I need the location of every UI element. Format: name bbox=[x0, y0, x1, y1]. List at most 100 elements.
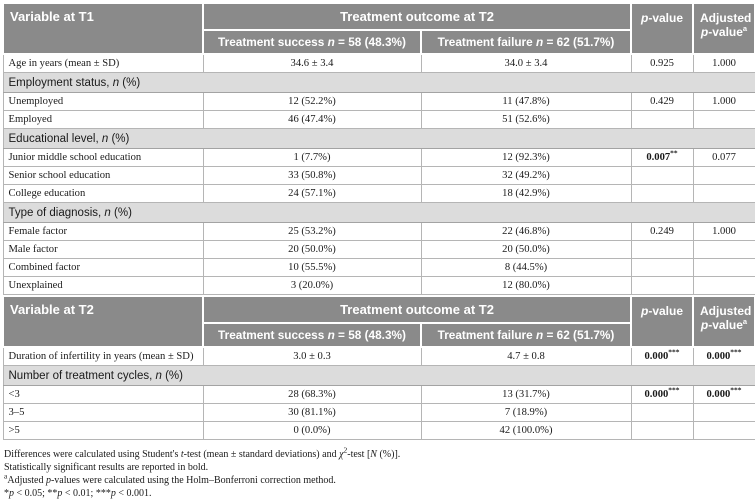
text-part: n bbox=[112, 76, 120, 89]
text-part: -values were calculated using the Holm–B… bbox=[50, 475, 336, 486]
text-part: = 58 (48.3%) bbox=[334, 328, 406, 342]
section-row-treatment-cycles: Number of treatment cycles, n (%) bbox=[2, 365, 755, 386]
section-row-diagnosis: Type of diagnosis, n (%) bbox=[2, 202, 755, 223]
adjusted-p-value bbox=[692, 110, 755, 129]
text-part: -test [ bbox=[347, 449, 371, 460]
success-value: 30 (81.1%) bbox=[202, 403, 422, 422]
text-part: = 58 (48.3%) bbox=[334, 35, 406, 49]
success-value: 20 (50.0%) bbox=[202, 240, 422, 259]
text-part: (%)]. bbox=[376, 449, 401, 460]
success-value: 3.0 ± 0.3 bbox=[202, 346, 422, 366]
text-part: 0.000 bbox=[644, 389, 669, 400]
text-part: n bbox=[101, 132, 109, 145]
text-part: N bbox=[370, 449, 377, 460]
row-label: Employed bbox=[2, 110, 204, 129]
t1-pvalue-header: p-value bbox=[630, 2, 694, 55]
text-part: Treatment success bbox=[218, 35, 328, 49]
table-row-college: College education 24 (57.1%) 18 (42.9%) bbox=[2, 184, 755, 203]
adjusted-p-value bbox=[692, 403, 755, 422]
table-row-junior-middle: Junior middle school education 1 (7.7%) … bbox=[2, 148, 755, 167]
failure-value: 12 (92.3%) bbox=[420, 148, 632, 167]
text-part: χ bbox=[339, 449, 344, 460]
row-label: Senior school education bbox=[2, 166, 204, 185]
p-value bbox=[630, 258, 694, 277]
t1-adjusted-pvalue-header: Adjusted p-valuea bbox=[692, 2, 755, 55]
table-footnotes: Differences were calculated using Studen… bbox=[4, 445, 754, 500]
failure-value: 22 (46.8%) bbox=[420, 222, 632, 241]
success-value: 25 (53.2%) bbox=[202, 222, 422, 241]
table-row-unexplained: Unexplained 3 (20.0%) 12 (80.0%) bbox=[2, 276, 755, 295]
p-value bbox=[630, 110, 694, 129]
text-part: Employment status, bbox=[8, 76, 113, 89]
p-value: 0.429 bbox=[630, 92, 694, 111]
text-part: p bbox=[640, 11, 649, 25]
row-label: Junior middle school education bbox=[2, 148, 204, 167]
table-row-employed: Employed 46 (47.4%) 51 (52.6%) bbox=[2, 110, 755, 129]
text-part: < 0.05; ** bbox=[14, 488, 58, 499]
p-value bbox=[630, 166, 694, 185]
section-label: Number of treatment cycles, n (%) bbox=[2, 365, 755, 386]
footnote-bold: Statistically significant results are re… bbox=[4, 461, 754, 474]
text-part: 0.000 bbox=[644, 351, 669, 362]
text-part: Adjusted bbox=[700, 304, 752, 318]
p-value: 0.007** bbox=[630, 148, 694, 167]
adjusted-p-value: 1.000 bbox=[692, 222, 755, 241]
text-part: = 62 (51.7%) bbox=[543, 35, 615, 49]
text-part: *** bbox=[668, 385, 680, 395]
table-row-combined-factor: Combined factor 10 (55.5%) 8 (44.5%) bbox=[2, 258, 755, 277]
success-value: 0 (0.0%) bbox=[202, 421, 422, 440]
adjusted-p-value bbox=[692, 258, 755, 277]
t2-variable-header: Variable at T2 bbox=[2, 295, 204, 348]
failure-value: 42 (100.0%) bbox=[420, 421, 632, 440]
row-label: >5 bbox=[2, 421, 204, 440]
success-value: 1 (7.7%) bbox=[202, 148, 422, 167]
table-row-cycles-3to5: 3–5 30 (81.1%) 7 (18.9%) bbox=[2, 403, 755, 422]
text-part: t bbox=[180, 449, 184, 460]
text-part: Adjusted bbox=[700, 11, 752, 25]
t2-success-subheader: Treatment success n = 58 (48.3%) bbox=[202, 322, 422, 348]
text-part: p bbox=[700, 25, 709, 39]
text-part: n bbox=[535, 35, 544, 49]
failure-value: 20 (50.0%) bbox=[420, 240, 632, 259]
adjusted-p-value bbox=[692, 240, 755, 259]
adjusted-p-value: 1.000 bbox=[692, 53, 755, 73]
failure-value: 12 (80.0%) bbox=[420, 276, 632, 295]
text-part: Number of treatment cycles, bbox=[8, 369, 156, 382]
table-row-male-factor: Male factor 20 (50.0%) 20 (50.0%) bbox=[2, 240, 755, 259]
footnote-adjusted: aAdjusted p-values were calculated using… bbox=[4, 472, 754, 487]
row-label: Unemployed bbox=[2, 92, 204, 111]
failure-value: 51 (52.6%) bbox=[420, 110, 632, 129]
success-value: 10 (55.5%) bbox=[202, 258, 422, 277]
text-part: n bbox=[155, 369, 162, 382]
failure-value: 18 (42.9%) bbox=[420, 184, 632, 203]
text-part: < 0.001. bbox=[115, 488, 152, 499]
t2-subheader-row: Treatment success n = 58 (48.3%) Treatme… bbox=[3, 322, 755, 348]
row-label: Unexplained bbox=[2, 276, 204, 295]
adjusted-p-value bbox=[692, 184, 755, 203]
table-row-age: Age in years (mean ± SD) 34.6 ± 3.4 34.0… bbox=[2, 53, 755, 73]
t1-failure-subheader: Treatment failure n = 62 (51.7%) bbox=[420, 29, 632, 55]
section-row-employment: Employment status, n (%) bbox=[2, 72, 755, 93]
t2-header-row: Variable at T2 Treatment outcome at T2 p… bbox=[2, 295, 755, 348]
row-label: Combined factor bbox=[2, 258, 204, 277]
adjusted-p-value bbox=[692, 421, 755, 440]
text-part: (%) bbox=[161, 369, 183, 382]
text-part: p bbox=[700, 318, 709, 332]
text-part: Treatment failure bbox=[437, 328, 536, 342]
failure-value: 4.7 ± 0.8 bbox=[420, 346, 632, 366]
section-label: Employment status, n (%) bbox=[2, 72, 755, 93]
p-value bbox=[630, 184, 694, 203]
failure-value: 7 (18.9%) bbox=[420, 403, 632, 422]
t2-outcome-header: Treatment outcome at T2 bbox=[202, 295, 632, 324]
section-label: Educational level, n (%) bbox=[2, 128, 755, 149]
text-part: *** bbox=[730, 385, 742, 395]
success-value: 33 (50.8%) bbox=[202, 166, 422, 185]
p-value bbox=[630, 276, 694, 295]
text-part: 2 bbox=[343, 445, 348, 455]
text-part: 0.000 bbox=[706, 389, 731, 400]
text-part: Treatment success bbox=[218, 328, 328, 342]
success-value: 46 (47.4%) bbox=[202, 110, 422, 129]
footnote-significance: *p < 0.05; **p < 0.01; ***p < 0.001. bbox=[4, 487, 754, 500]
t2-pvalue-header: p-value bbox=[630, 295, 694, 348]
p-value: 0.249 bbox=[630, 222, 694, 241]
